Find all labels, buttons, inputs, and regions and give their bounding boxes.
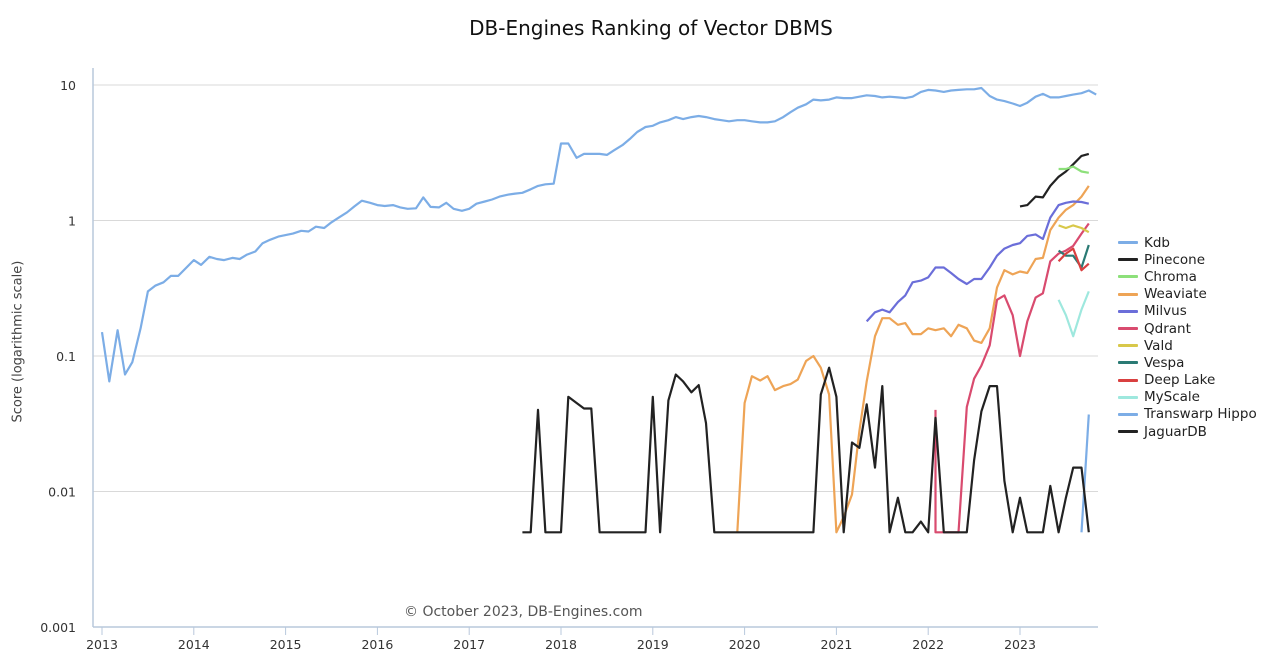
legend-item-qdrant[interactable]: Qdrant (1118, 320, 1257, 337)
x-tick-label: 2017 (453, 637, 485, 652)
series-line-vespa[interactable] (1057, 244, 1090, 269)
y-tick-label: 10 (60, 78, 76, 93)
series-line-deep-lake[interactable] (1057, 247, 1090, 272)
legend-label: Deep Lake (1144, 372, 1216, 389)
legend-label: Vespa (1144, 354, 1185, 371)
legend-swatch-icon (1118, 241, 1138, 245)
chart-title: DB-Engines Ranking of Vector DBMS (469, 16, 833, 40)
legend-label: Weaviate (1144, 286, 1207, 303)
x-tick-label: 2015 (270, 637, 302, 652)
x-tick-label: 2014 (178, 637, 210, 652)
legend-label: Qdrant (1144, 320, 1191, 337)
legend-swatch-icon (1118, 327, 1138, 331)
legend-item-jaguardb[interactable]: JaguarDB (1118, 423, 1257, 440)
legend-swatch-icon (1118, 378, 1138, 382)
legend-swatch-icon (1118, 361, 1138, 365)
legend-label: Vald (1144, 337, 1173, 354)
y-tick-label: 0.001 (40, 620, 76, 635)
gridlines (93, 84, 1098, 492)
legend-item-vald[interactable]: Vald (1118, 337, 1257, 354)
x-tick-label: 2022 (912, 637, 944, 652)
legend-swatch-icon (1118, 275, 1138, 279)
legend-swatch-icon (1118, 292, 1138, 296)
legend-swatch-icon (1118, 412, 1138, 416)
series-line-transwarp-hippo[interactable] (1080, 414, 1090, 533)
legend-swatch-icon (1118, 309, 1138, 313)
x-tick-label: 2019 (637, 637, 669, 652)
x-tick-label: 2016 (361, 637, 393, 652)
legend-label: MyScale (1144, 389, 1200, 406)
series-line-pinecone[interactable] (1019, 152, 1090, 208)
legend: Kdb Pinecone Chroma Weaviate Milvus Qdrant Val… (1118, 234, 1257, 440)
series-line-jaguardb[interactable] (522, 366, 1090, 534)
x-tick-label: 2023 (1004, 637, 1036, 652)
legend-item-kdb[interactable]: Kdb (1118, 234, 1257, 251)
legend-item-milvus[interactable]: Milvus (1118, 303, 1257, 320)
legend-label: Kdb (1144, 234, 1170, 251)
legend-swatch-icon (1118, 258, 1138, 262)
legend-label: JaguarDB (1144, 423, 1207, 440)
series-line-kdb[interactable] (100, 86, 1097, 383)
series-line-qdrant[interactable] (934, 222, 1090, 534)
x-tick-label: 2020 (729, 637, 761, 652)
legend-item-chroma[interactable]: Chroma (1118, 268, 1257, 285)
series-line-vald[interactable] (1058, 224, 1090, 234)
axes: 10 1 0.1 0.01 0.001 2013 2014 2015 2016 2017 2018 2… (40, 68, 1098, 652)
legend-label: Pinecone (1144, 251, 1206, 268)
x-tick-label: 2013 (86, 637, 118, 652)
series-line-weaviate[interactable] (736, 185, 1090, 534)
legend-item-deep-lake[interactable]: Deep Lake (1118, 372, 1257, 389)
legend-swatch-icon (1118, 344, 1138, 348)
legend-label: Chroma (1144, 268, 1197, 285)
legend-item-weaviate[interactable]: Weaviate (1118, 286, 1257, 303)
series-line-myscale[interactable] (1057, 290, 1090, 338)
legend-swatch-icon (1118, 430, 1138, 434)
y-tick-label: 0.01 (48, 485, 76, 500)
legend-label: Transwarp Hippo (1144, 406, 1257, 423)
legend-label: Milvus (1144, 303, 1187, 320)
y-tick-label: 1 (68, 214, 76, 229)
legend-item-pinecone[interactable]: Pinecone (1118, 251, 1257, 268)
series-line-milvus[interactable] (865, 200, 1090, 323)
legend-item-transwarp-hippo[interactable]: Transwarp Hippo (1118, 406, 1257, 423)
legend-item-myscale[interactable]: MyScale (1118, 389, 1257, 406)
x-tick-label: 2021 (820, 637, 852, 652)
legend-swatch-icon (1118, 395, 1138, 399)
y-tick-label: 0.1 (56, 349, 76, 364)
series-line-chroma[interactable] (1058, 165, 1089, 174)
credit-text: © October 2023, DB-Engines.com (404, 604, 643, 620)
series-layer (100, 86, 1097, 534)
legend-item-vespa[interactable]: Vespa (1118, 354, 1257, 371)
x-tick-label: 2018 (545, 637, 577, 652)
